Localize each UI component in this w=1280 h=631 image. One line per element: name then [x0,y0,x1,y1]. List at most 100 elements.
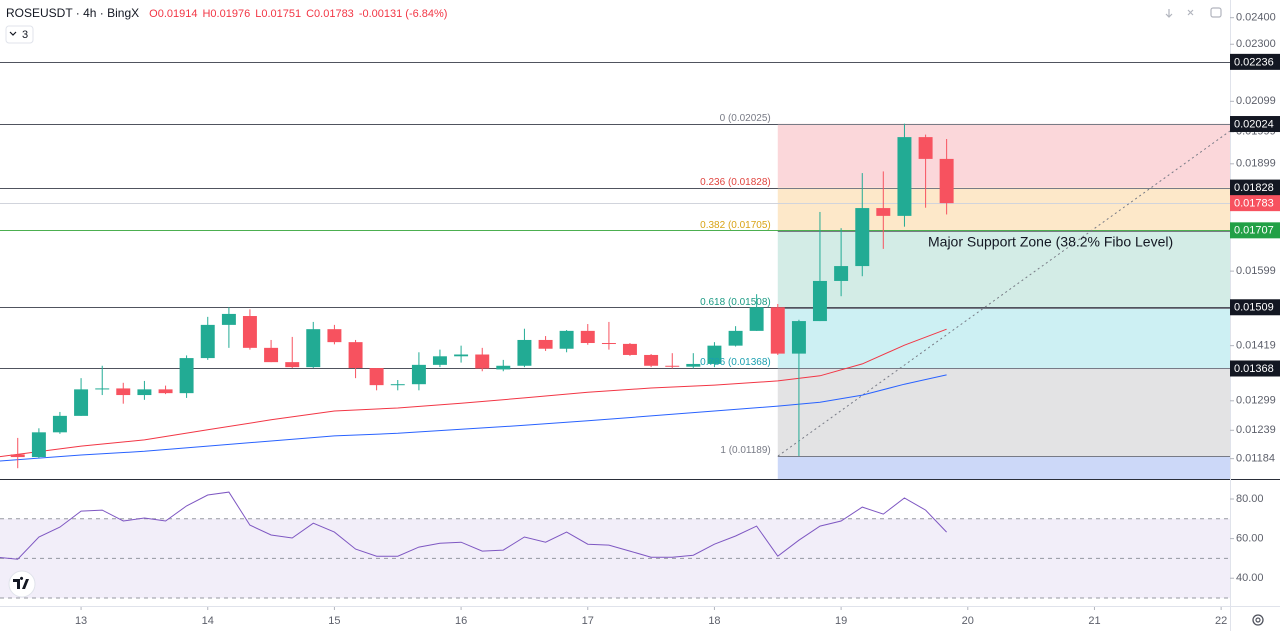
y-tick-label: 0.01184 [1236,453,1275,465]
price-plot: 0 (0.02025) 0.236 (0.01828) 0.382 (0.01705… [0,62,1230,479]
candle-body [200,324,215,359]
fib-zone [777,368,1230,457]
icon-expand[interactable] [1187,9,1194,16]
annotation: Major Support Zone (38.2% Fibo Level) [928,234,1173,250]
candle-body [876,208,891,216]
moving-averages [0,328,947,462]
candle-body [348,342,363,369]
top-right-icons [1165,7,1222,18]
fib-zone [777,231,1230,308]
chevron-icon [9,31,17,36]
icon-down[interactable] [1165,9,1173,18]
fib-zone [777,123,1230,188]
candle-body [390,384,405,386]
fib-zone [777,187,1230,232]
y-tick-label: 0.02300 [1236,38,1276,50]
candle-body [179,358,194,394]
y-tick-label: 0.01899 [1236,158,1276,170]
candle-body [475,354,490,369]
indicator-count: 3 [22,29,28,41]
fib-zone [777,456,1230,479]
x-tick-label: 17 [582,615,594,627]
x-tick-label: 14 [202,615,214,627]
candle-body [517,339,532,366]
rsi-y-tick-label: 80.00 [1236,493,1264,505]
fib-level-label: 0.382 (0.01705) [700,220,771,231]
header: ROSEUSDT · 4h · BingX O0.01914 H0.01976 L0.… [6,6,447,20]
ohlc-label: O0.01914 [149,8,197,20]
x-tick-label: 18 [708,615,720,627]
candle-body [665,365,680,367]
axes: 0.024000.023000.020990.019990.018990.015… [75,12,1280,627]
candle-body [939,158,954,204]
level-lines [0,62,1230,457]
candle-body [74,389,89,416]
moving-average [0,374,947,462]
candle-body [264,347,279,363]
fib-level-label: 0.618 (0.01508) [700,297,771,308]
y-tick-label: 0.01299 [1236,395,1276,407]
settings-icon[interactable] [1252,614,1264,626]
ohlc-label: L0.01751 [255,8,301,20]
candle-body [327,329,342,343]
x-tick-label: 20 [962,615,974,627]
y-tick-label: 0.02400 [1236,12,1276,24]
price-label: 0.01368 [1234,363,1274,375]
fib-labels: 0 (0.02025) 0.236 (0.01828) 0.382 (0.01705… [700,113,771,456]
y-tick-label: 0.01599 [1236,265,1276,277]
price-label-box [1230,195,1280,212]
rsi-line [0,491,947,560]
candle-body [116,388,131,396]
candle-body [601,343,616,345]
candle-body [454,354,469,357]
icon-window[interactable] [1210,7,1222,18]
price-label: 0.01783 [1234,198,1274,210]
price-label-box [1230,116,1280,133]
ohlc-label: H0.01976 [202,8,250,20]
candle-body [918,137,933,159]
price-label: 0.01509 [1234,302,1274,314]
candle-body [10,454,25,458]
fib-zones [777,123,1230,479]
candle-body [411,364,426,385]
candle-body [95,388,110,390]
price-label: 0.01707 [1234,225,1274,237]
candle-body [580,330,595,344]
x-tick-label: 22 [1215,615,1227,627]
price-label-box [1230,179,1280,196]
candle-body [432,356,447,365]
candle-body [707,345,722,364]
rsi-panel [0,491,1230,599]
candle-body [242,316,257,348]
y-tick-label: 0.02099 [1236,95,1276,107]
x-tick-label: 13 [75,615,87,627]
y-tick-label: 0.01419 [1236,340,1276,352]
fib-level-label: 0.236 (0.01828) [700,177,771,188]
rsi-y-tick-label: 60.00 [1236,533,1264,545]
fib-level-label: 0 (0.02025) [720,113,771,124]
candle-body [31,432,46,458]
candle-body [137,389,152,396]
price-label-box [1230,53,1280,70]
candle-body [897,137,912,216]
candle-body [538,339,553,349]
price-label-box [1230,222,1280,239]
candle-body [52,415,67,433]
ohlc-label: -0.00131 (-6.84%) [359,8,448,20]
x-tick-label: 19 [835,615,847,627]
candle-body [285,362,300,368]
candle-body [559,330,574,349]
candle-body [686,363,701,367]
indicator-toggle[interactable] [5,25,34,44]
y-tick-label: 0.01239 [1236,424,1276,436]
price-label-box [1230,299,1280,316]
candle-body [728,330,743,346]
x-tick-label: 16 [455,615,467,627]
price-label: 0.02024 [1234,118,1274,130]
candle-body [834,266,849,281]
ohlc-label: C0.01783 [306,8,354,20]
moving-average [0,328,947,458]
candle-body [496,365,511,370]
fib-level-label: 1 (0.01189) [720,445,770,456]
